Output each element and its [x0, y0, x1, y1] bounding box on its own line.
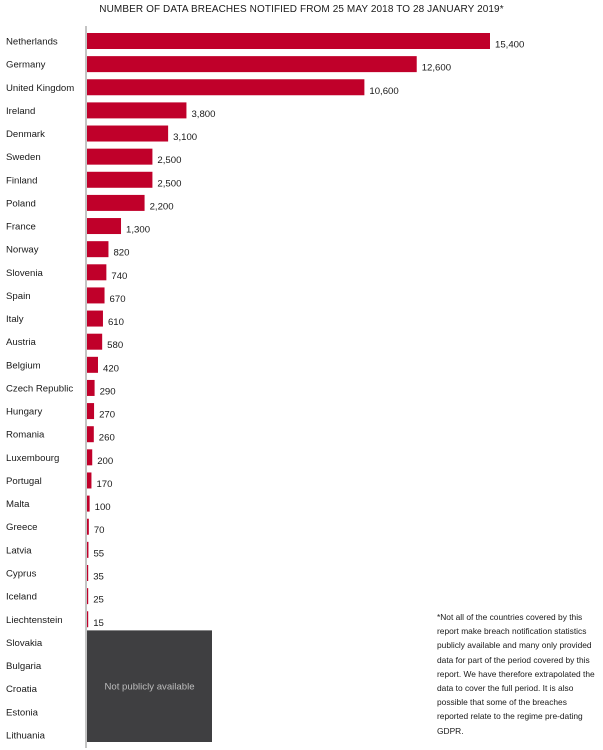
category-label: Liechtenstein — [6, 615, 63, 626]
not-available-box — [87, 630, 212, 742]
category-label: Netherlands — [6, 37, 58, 48]
value-label: 25 — [93, 595, 104, 606]
category-label: United Kingdom — [6, 83, 74, 94]
value-label: 290 — [100, 386, 116, 397]
bar — [87, 310, 103, 327]
category-label: Ireland — [6, 106, 35, 117]
bar — [87, 79, 365, 96]
category-label: Lithuania — [6, 730, 46, 741]
bar — [87, 33, 490, 49]
value-label: 15 — [93, 618, 104, 629]
bar — [87, 287, 105, 304]
category-label: Hungary — [6, 407, 42, 418]
category-label: Sweden — [6, 152, 41, 163]
bar — [87, 102, 187, 119]
category-label: Finland — [6, 175, 37, 186]
bar — [87, 541, 89, 558]
bar — [87, 218, 122, 235]
value-label: 100 — [95, 502, 111, 513]
category-label: Croatia — [6, 684, 38, 695]
category-label: Germany — [6, 60, 46, 71]
value-label: 670 — [110, 294, 126, 305]
value-label: 1,300 — [126, 225, 150, 236]
bar — [87, 564, 89, 581]
category-label: Romania — [6, 430, 45, 441]
value-label: 2,200 — [150, 201, 174, 212]
category-label: France — [6, 222, 36, 233]
bar — [87, 403, 95, 420]
value-label: 260 — [99, 433, 115, 444]
value-label: 55 — [93, 548, 104, 559]
value-label: 3,100 — [173, 132, 197, 143]
value-label: 2,500 — [157, 178, 181, 189]
category-label: Cyprus — [6, 568, 37, 579]
bar — [87, 588, 89, 605]
bar — [87, 495, 90, 512]
bar — [87, 449, 93, 466]
category-label: Italy — [6, 314, 24, 325]
category-label: Iceland — [6, 592, 37, 603]
category-label: Austria — [6, 337, 37, 348]
value-label: 610 — [108, 317, 124, 328]
category-label: Latvia — [6, 545, 32, 556]
category-label: Portugal — [6, 476, 42, 487]
value-label: 35 — [93, 571, 104, 582]
chart-title: NUMBER OF DATA BREACHES NOTIFIED FROM 25… — [99, 4, 504, 15]
category-label: Czech Republic — [6, 383, 73, 394]
category-label: Denmark — [6, 129, 45, 140]
value-label: 70 — [94, 525, 105, 536]
bar — [87, 125, 169, 142]
category-label: Malta — [6, 499, 30, 510]
value-label: 270 — [99, 410, 115, 421]
value-label: 12,600 — [422, 63, 451, 74]
value-label: 3,800 — [191, 109, 215, 120]
not-available-label: Not publicly available — [104, 682, 194, 693]
bars-layer — [87, 33, 490, 742]
value-label: 740 — [111, 271, 127, 282]
bar — [87, 472, 92, 489]
bar — [87, 426, 94, 443]
labels-layer: Netherlands 15,400 Germany 12,600 United Kin… — [6, 37, 524, 742]
bar — [87, 194, 145, 211]
value-label: 15,400 — [495, 40, 524, 51]
value-label: 820 — [113, 248, 129, 259]
bar — [87, 264, 107, 281]
bar — [87, 356, 98, 373]
bar — [87, 148, 153, 165]
bar — [87, 241, 109, 258]
bar — [87, 518, 89, 535]
value-label: 2,500 — [157, 155, 181, 166]
value-label: 580 — [107, 340, 123, 351]
value-label: 420 — [103, 363, 119, 374]
footnote: *Not all of the countries covered by thi… — [437, 612, 595, 736]
value-label: 170 — [96, 479, 112, 490]
bar — [87, 379, 95, 396]
category-label: Norway — [6, 245, 39, 256]
category-label: Bulgaria — [6, 661, 42, 672]
category-label: Slovenia — [6, 268, 43, 279]
bar — [87, 56, 417, 73]
bar — [87, 171, 153, 188]
category-label: Belgium — [6, 360, 41, 371]
bar — [87, 611, 89, 628]
category-label: Greece — [6, 522, 37, 533]
category-label: Spain — [6, 291, 31, 302]
value-label: 200 — [97, 456, 113, 467]
category-label: Estonia — [6, 707, 39, 718]
category-label: Luxembourg — [6, 453, 59, 464]
category-label: Slovakia — [6, 638, 43, 649]
bar — [87, 333, 103, 350]
category-label: Poland — [6, 198, 36, 209]
value-label: 10,600 — [369, 86, 398, 97]
